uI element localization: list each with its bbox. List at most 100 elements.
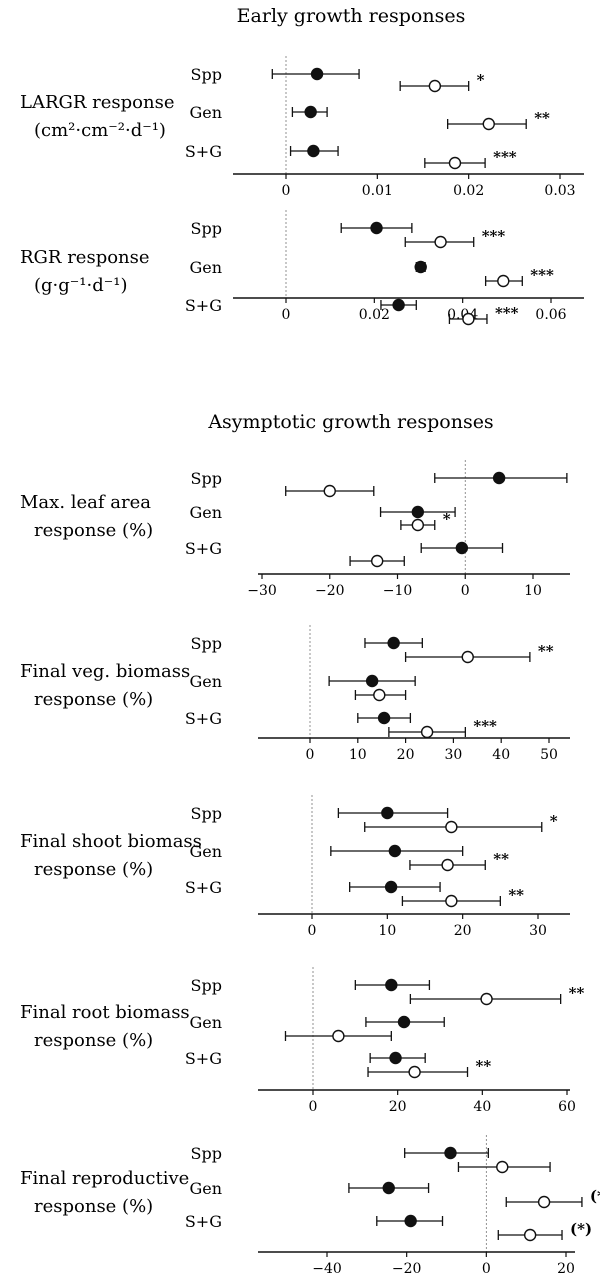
x-tick-label: −20 [392,1261,422,1277]
panel-label-line: (cm²·cm⁻²·d⁻¹) [34,120,166,141]
section-title-early: Early growth responses [237,5,466,27]
point-open [323,484,336,498]
point-filled [381,806,394,820]
group-label: Spp [191,65,222,84]
x-tick-label: 30 [529,923,547,939]
x-tick-label: 0 [482,1261,491,1277]
x-tick-label: 0 [461,583,470,599]
x-tick-label: 0.01 [362,183,393,199]
point-open [370,554,384,568]
point-filled [389,1051,402,1065]
x-tick-label: 0 [308,923,317,939]
point-open [420,725,434,739]
x-tick-label: 40 [492,747,510,763]
point-open [497,274,510,288]
panel-label-line: Final root biomass [20,1002,190,1023]
panel-label-line: RGR response [20,247,150,268]
x-tick-label: 20 [454,923,472,939]
group-label: S+G [185,1049,222,1068]
point-filled [414,260,427,274]
point-open [445,820,458,834]
panel-label-line: response (%) [34,520,153,541]
significance-label: (*) [590,1187,600,1205]
significance-label: * [550,812,558,830]
point-filled [377,711,391,725]
panel-label-line: response (%) [34,859,153,880]
group-label: S+G [185,1212,222,1231]
point-open [537,1195,551,1209]
x-tick-label: 20 [397,747,415,763]
point-filled [382,1181,395,1195]
x-tick-label: −20 [315,583,345,599]
point-open [332,1029,345,1043]
x-tick-label: 10 [349,747,367,763]
point-open [480,992,493,1006]
significance-label: (*) [570,1220,592,1238]
panel-label-line: Final reproductive [20,1168,189,1189]
group-label: Gen [189,258,222,277]
group-label: Spp [191,804,222,823]
x-tick-label: 0 [306,747,315,763]
point-open [523,1228,537,1242]
group-label: Spp [191,976,222,995]
x-tick-label: 20 [557,1261,575,1277]
point-open [428,79,442,93]
x-tick-label: 0.06 [535,307,566,323]
point-open [441,858,454,872]
x-tick-label: 30 [444,747,462,763]
panel-label-line: Final shoot biomass [20,831,202,852]
group-label: Spp [191,634,222,653]
x-tick-label: 0 [282,307,291,323]
point-open [461,650,474,664]
panel-3: Max. leaf area response (%) −30 −20 −10 0 10 Sp… [20,460,570,599]
panel-label-line: Max. leaf area [20,492,151,513]
significance-label: ** [508,886,524,904]
significance-label: ** [476,1057,492,1075]
panel-label-line: response (%) [34,1030,153,1051]
x-tick-label: −30 [247,583,277,599]
panel-1: LARGR response (cm²·cm⁻²·d⁻¹) 0 0.01 0.02 0.0… [20,56,584,199]
x-tick-label: 0.02 [453,183,484,199]
group-label: Spp [191,219,222,238]
significance-label: * [443,510,451,528]
significance-label: * [477,71,485,89]
point-filled [388,844,402,858]
point-filled [392,298,405,312]
panel-label-line: response (%) [34,689,153,710]
panel-label-line: LARGR response [20,92,175,113]
x-tick-label: 0.03 [544,183,575,199]
panel-label-line: (g·g⁻¹·d⁻¹) [34,275,128,296]
group-label: Spp [191,469,222,488]
x-tick-label: 0 [282,183,291,199]
group-label: Gen [189,842,222,861]
significance-label: ** [569,984,585,1002]
panels: LARGR response (cm²·cm⁻²·d⁻¹) 0 0.01 0.02 0.0… [20,56,600,1277]
point-open [482,117,495,131]
significance-label: ** [493,850,509,868]
x-tick-label: 40 [473,1099,491,1115]
group-label: Gen [189,103,222,122]
point-open [448,156,462,170]
x-tick-label: −40 [312,1261,342,1277]
point-filled [387,636,400,650]
group-label: S+G [185,142,222,161]
significance-label: *** [495,304,519,322]
significance-label: ** [538,642,554,660]
point-filled [304,105,317,119]
group-label: S+G [185,709,222,728]
panel-label-line: response (%) [34,1196,153,1217]
point-filled [385,978,398,992]
panel-4: Final veg. biomass response (%) 0 10 20 30 40 5… [20,625,570,763]
point-filled [384,880,398,894]
group-label: Gen [189,1013,222,1032]
significance-label: ** [534,109,550,127]
point-filled [492,471,506,485]
point-filled [444,1146,457,1160]
x-tick-label: 10 [524,583,542,599]
point-filled [404,1214,417,1228]
point-open [373,688,386,702]
section-title-asymptotic: Asymptotic growth responses [207,411,493,433]
panel-5: Final shoot biomass response (%) 0 10 20 30 Sp… [20,795,570,939]
